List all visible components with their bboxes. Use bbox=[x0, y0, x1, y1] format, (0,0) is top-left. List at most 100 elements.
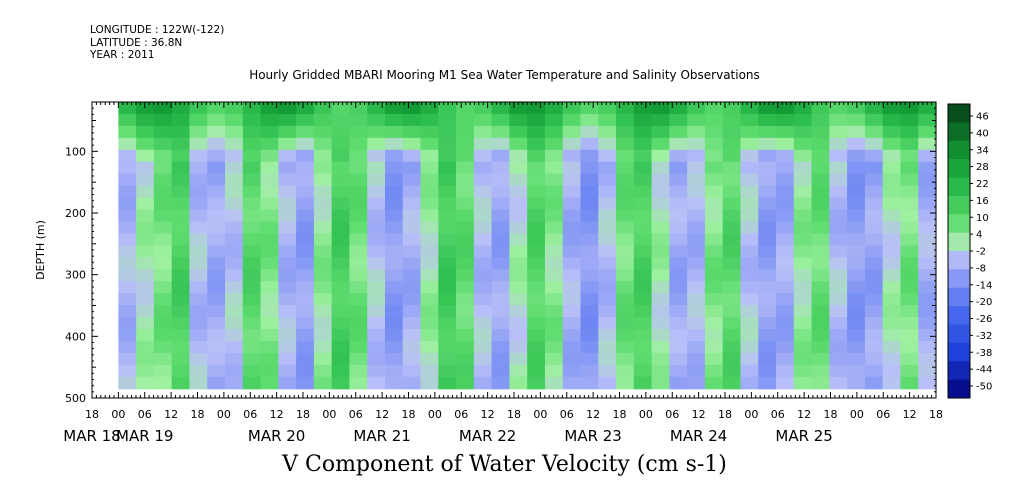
heatmap-cell bbox=[313, 305, 333, 318]
heatmap-cell bbox=[562, 209, 582, 223]
heatmap-cell bbox=[153, 257, 173, 270]
heatmap-cell bbox=[580, 161, 599, 175]
heatmap-cell bbox=[882, 364, 902, 378]
heatmap-cell bbox=[153, 209, 173, 223]
heatmap-cell bbox=[260, 352, 279, 366]
heatmap-cell bbox=[296, 317, 315, 330]
heatmap-cell bbox=[509, 149, 528, 163]
heatmap-cell bbox=[580, 329, 599, 342]
heatmap-cell bbox=[420, 293, 439, 306]
heatmap-cell bbox=[153, 245, 173, 258]
heatmap-cell bbox=[704, 329, 724, 342]
heatmap-cell bbox=[260, 233, 279, 246]
heatmap-cell bbox=[278, 161, 297, 175]
colorbar-swatch bbox=[948, 214, 970, 234]
heatmap-cell bbox=[438, 340, 457, 354]
heatmap-cell bbox=[847, 185, 866, 199]
heatmap-cell bbox=[278, 281, 297, 294]
colorbar-swatch bbox=[948, 122, 970, 142]
heatmap-cell bbox=[225, 376, 244, 390]
heatmap-cell bbox=[544, 317, 564, 330]
heatmap-cell bbox=[562, 149, 582, 163]
heatmap-cell bbox=[829, 233, 848, 246]
heatmap-cell bbox=[633, 269, 653, 282]
heatmap-cell bbox=[491, 245, 511, 258]
heatmap-cell bbox=[918, 149, 937, 163]
heatmap-cell bbox=[687, 340, 706, 354]
heatmap-cell bbox=[811, 245, 830, 258]
heatmap-cell bbox=[438, 317, 457, 330]
heatmap-cell bbox=[562, 340, 582, 354]
heatmap-cell bbox=[793, 281, 813, 294]
heatmap-cell bbox=[758, 185, 777, 199]
heatmap-cell bbox=[669, 102, 688, 115]
x-hour-label: 18 bbox=[191, 408, 205, 421]
heatmap-cell bbox=[278, 221, 297, 235]
heatmap-cell bbox=[847, 221, 866, 235]
heatmap-cell bbox=[207, 317, 226, 330]
heatmap-cell bbox=[207, 376, 226, 390]
heatmap-cell bbox=[278, 125, 297, 139]
heatmap-cell bbox=[633, 340, 653, 354]
heatmap-cell bbox=[758, 329, 777, 342]
heatmap-cell bbox=[900, 209, 919, 223]
heatmap-cell bbox=[171, 221, 191, 235]
colorbar-label: 22 bbox=[976, 179, 989, 190]
heatmap-cell bbox=[509, 257, 528, 270]
heatmap-cell bbox=[847, 305, 866, 318]
heatmap-cell bbox=[793, 173, 813, 187]
chart-subtitle: V Component of Water Velocity (cm s-1) bbox=[282, 452, 727, 477]
heatmap-cell bbox=[758, 161, 777, 175]
heatmap-cell bbox=[633, 113, 653, 127]
heatmap-cell bbox=[438, 221, 457, 235]
heatmap-cell bbox=[384, 102, 404, 115]
heatmap-cell bbox=[349, 281, 368, 294]
heatmap-cell bbox=[509, 233, 528, 246]
heatmap-cell bbox=[402, 197, 422, 211]
heatmap-cell bbox=[438, 364, 457, 378]
heatmap-cell bbox=[509, 245, 528, 258]
heatmap-cell bbox=[793, 305, 813, 318]
heatmap-cell bbox=[669, 185, 688, 199]
heatmap-cell bbox=[918, 317, 937, 330]
heatmap-cell bbox=[776, 137, 795, 151]
heatmap-cell bbox=[687, 233, 706, 246]
heatmap-cell bbox=[189, 173, 208, 187]
heatmap-cell bbox=[225, 340, 244, 354]
heatmap-cell bbox=[864, 352, 884, 366]
heatmap-cell bbox=[687, 185, 706, 199]
heatmap-cell bbox=[207, 352, 226, 366]
heatmap-cell bbox=[118, 376, 137, 390]
heatmap-cell bbox=[758, 197, 777, 211]
heatmap-cell bbox=[296, 376, 315, 390]
heatmap-cell bbox=[153, 149, 173, 163]
heatmap-cell bbox=[384, 221, 404, 235]
heatmap-cell bbox=[669, 364, 688, 378]
colorbar-swatch bbox=[948, 287, 970, 307]
heatmap-cell bbox=[616, 257, 635, 270]
heatmap-cell bbox=[367, 317, 386, 330]
heatmap-cell bbox=[616, 221, 635, 235]
heatmap-cell bbox=[491, 293, 511, 306]
heatmap-cell bbox=[402, 245, 422, 258]
heatmap-cell bbox=[189, 233, 208, 246]
heatmap-cell bbox=[829, 257, 848, 270]
colorbar-label: -32 bbox=[976, 331, 992, 342]
heatmap-cell bbox=[278, 137, 297, 151]
heatmap-cell bbox=[153, 317, 173, 330]
heatmap-cell bbox=[207, 149, 226, 163]
heatmap-cell bbox=[527, 352, 546, 366]
x-hour-label: 18 bbox=[929, 408, 943, 421]
heatmap-cell bbox=[758, 317, 777, 330]
heatmap-cell bbox=[473, 125, 493, 139]
heatmap-cell bbox=[242, 317, 262, 330]
heatmap-cell bbox=[296, 257, 315, 270]
heatmap-cell bbox=[171, 125, 191, 139]
colorbar-label: -50 bbox=[976, 382, 992, 393]
heatmap-cell bbox=[420, 257, 439, 270]
heatmap-cell bbox=[491, 269, 511, 282]
heatmap-cell bbox=[402, 102, 422, 115]
heatmap-cell bbox=[598, 185, 617, 199]
heatmap-cell bbox=[527, 102, 546, 115]
heatmap-cell bbox=[847, 113, 866, 127]
